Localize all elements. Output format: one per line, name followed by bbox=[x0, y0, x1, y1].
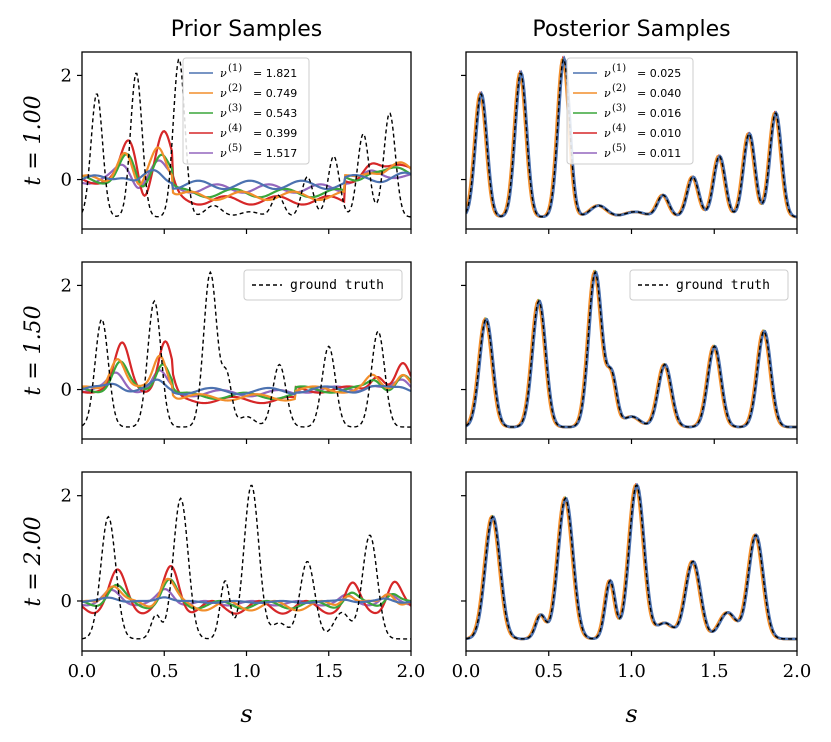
y-tick-label: 0 bbox=[61, 170, 72, 191]
legend-label: ν bbox=[220, 67, 227, 80]
legend-label: ν bbox=[604, 67, 611, 80]
row-label-t: t = 1.00 bbox=[21, 95, 46, 185]
legend-label: ν bbox=[220, 147, 227, 160]
x-tick-label: 1.5 bbox=[700, 661, 729, 682]
ground-truth-line bbox=[466, 58, 797, 218]
legend-superscript: (1) bbox=[612, 63, 626, 74]
legend-label: ν bbox=[220, 107, 227, 120]
prior-samples-title: Prior Samples bbox=[171, 17, 323, 42]
ground-truth-line bbox=[82, 58, 411, 218]
y-tick-label: 2 bbox=[61, 65, 72, 86]
legend-superscript: (1) bbox=[228, 63, 242, 74]
legend-superscript: (2) bbox=[612, 83, 626, 94]
ground-truth-legend: ground truth bbox=[629, 269, 789, 301]
legend-label: ν bbox=[220, 127, 227, 140]
x-axis-label: s bbox=[240, 700, 252, 728]
x-tick-label: 1.0 bbox=[232, 661, 261, 682]
y-tick-label: 0 bbox=[61, 380, 72, 401]
x-tick-label: 0.5 bbox=[150, 661, 179, 682]
legend-superscript: (3) bbox=[228, 103, 242, 114]
series-3-line bbox=[82, 578, 411, 610]
series-4-line bbox=[82, 564, 411, 615]
x-tick-label: 1.0 bbox=[617, 661, 646, 682]
legend-value: = 0.016 bbox=[637, 107, 681, 120]
legend-superscript: (5) bbox=[612, 143, 626, 154]
legend-value: = 0.010 bbox=[637, 127, 681, 140]
ground-truth-line bbox=[82, 484, 411, 640]
ground-truth-line bbox=[466, 484, 797, 640]
legend-value: = 0.025 bbox=[637, 67, 681, 80]
y-tick-label: 2 bbox=[61, 486, 72, 507]
legend-value: = 0.040 bbox=[637, 87, 681, 100]
row-label-t: t = 1.50 bbox=[21, 305, 46, 395]
legend-superscript: (2) bbox=[228, 83, 242, 94]
series-2-line bbox=[466, 483, 797, 641]
x-tick-label: 2.0 bbox=[783, 661, 812, 682]
row-label-t: t = 2.00 bbox=[21, 516, 46, 606]
axes-frame bbox=[81, 471, 412, 652]
ground-truth-legend: ground truth bbox=[243, 269, 403, 301]
x-tick-label: 0.5 bbox=[534, 661, 563, 682]
prior-panel-t-1.50: 0 2 t = 1.50 ground truth bbox=[21, 261, 412, 444]
legend-label: ν bbox=[220, 87, 227, 100]
legend-value: = 1.821 bbox=[253, 67, 297, 80]
legend-value: = 0.543 bbox=[253, 107, 297, 120]
legend-label: ground truth bbox=[290, 278, 384, 293]
legend-superscript: (3) bbox=[612, 103, 626, 114]
legend-value: = 0.749 bbox=[253, 87, 297, 100]
y-tick-label: 0 bbox=[61, 591, 72, 612]
x-axis-label: s bbox=[625, 700, 637, 728]
posterior-panel-t-1.50: ground truth bbox=[461, 261, 798, 444]
legend-label: ν bbox=[604, 87, 611, 100]
x-tick-label: 0.0 bbox=[68, 661, 97, 682]
x-tick-label: 1.5 bbox=[314, 661, 343, 682]
series-1-line bbox=[82, 169, 411, 191]
legend-label: ground truth bbox=[676, 278, 770, 293]
legend-superscript: (4) bbox=[612, 123, 626, 134]
legend-label: ν bbox=[604, 127, 611, 140]
legend-label: ν bbox=[604, 147, 611, 160]
posterior-samples-title: Posterior Samples bbox=[532, 17, 730, 42]
series-1-line bbox=[82, 378, 411, 396]
legend-superscript: (5) bbox=[228, 143, 242, 154]
ground-truth-line bbox=[466, 270, 797, 428]
legend-value: = 1.517 bbox=[253, 147, 297, 160]
x-tick-label: 2.0 bbox=[397, 661, 426, 682]
prior-panel-t-2.00: 0 2 0.0 0.5 1.0 1.5 2.0 t = 2.00 s bbox=[21, 471, 426, 728]
legend-value: = 0.399 bbox=[253, 127, 297, 140]
legend-value: = 0.011 bbox=[637, 147, 681, 160]
series-2-line bbox=[82, 354, 411, 402]
ground-truth-line bbox=[82, 270, 411, 428]
series-1-line bbox=[82, 596, 411, 604]
posterior-panel-t-2.00: 0.0 0.5 1.0 1.5 2.0 s bbox=[452, 471, 812, 728]
y-tick-label: 2 bbox=[61, 275, 72, 296]
legend-superscript: (4) bbox=[228, 123, 242, 134]
x-tick-label: 0.0 bbox=[452, 661, 481, 682]
legend-label: ν bbox=[604, 107, 611, 120]
